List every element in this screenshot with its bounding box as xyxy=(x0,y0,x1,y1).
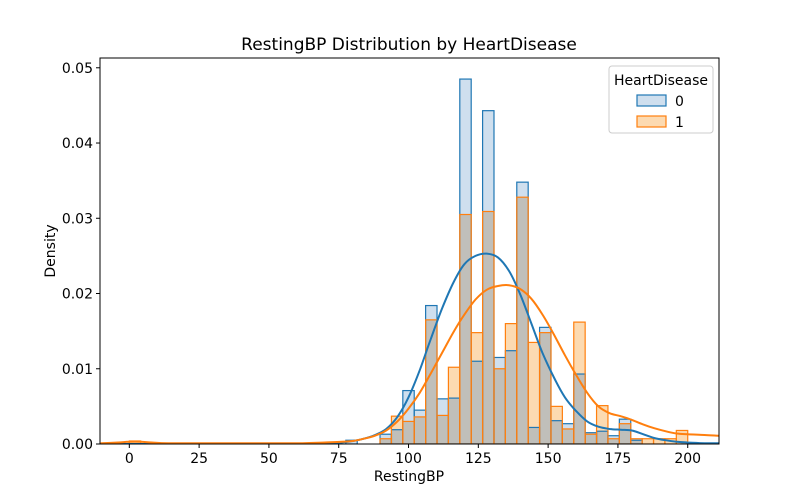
bar-fill-hd0 xyxy=(516,182,529,198)
bar-overlap-fill xyxy=(471,361,483,444)
y-tick-label: 0.03 xyxy=(62,211,93,227)
x-axis-ticks: 0 25 50 75 100 125 150 175 200 xyxy=(125,444,701,467)
chart-title: RestingBP Distribution by HeartDisease xyxy=(241,35,577,55)
x-tick-label: 125 xyxy=(465,451,492,467)
bar-overlap-fill xyxy=(414,416,426,444)
bar-overlap-fill xyxy=(550,420,563,444)
bar-outline-hd1 xyxy=(595,405,609,444)
bar-outline-hd1 xyxy=(459,213,472,444)
bar-outline-hd1 xyxy=(550,405,563,444)
x-tick-label: 25 xyxy=(190,451,208,467)
x-tick-label: 200 xyxy=(674,451,701,467)
bar-fill-hd1 xyxy=(642,438,654,444)
y-axis-label: Density xyxy=(43,224,59,277)
bar-overlap-fill xyxy=(425,319,438,444)
bar-fill-hd1 xyxy=(630,438,643,441)
bar-overlap-fill xyxy=(539,332,551,444)
bar-overlap-fill xyxy=(402,421,415,444)
bar-overlap-fill xyxy=(630,440,643,444)
bar-fill-hd0 xyxy=(482,110,494,212)
bar-fill-hd1 xyxy=(676,430,688,444)
bar-fill-hd1 xyxy=(528,342,540,428)
y-tick-label: 0.04 xyxy=(62,136,93,152)
bar-overlap-fill xyxy=(459,214,472,444)
legend: HeartDisease 0 1 xyxy=(608,65,714,134)
bar-fill-hd0 xyxy=(619,419,631,424)
bar-fill-hd0 xyxy=(493,357,506,369)
bar-fill-hd0 xyxy=(539,327,551,333)
bar-overlap-fill xyxy=(596,431,608,444)
bar-overlap-fill xyxy=(562,428,574,444)
y-axis-ticks: 0.00 0.01 0.02 0.03 0.04 0.05 xyxy=(62,61,100,453)
bar-fill-hd1 xyxy=(448,367,460,399)
x-tick-label: 100 xyxy=(395,451,422,467)
x-tick-label: 0 xyxy=(125,451,134,467)
x-axis-label: RestingBP xyxy=(374,469,444,485)
bar-overlap-fill xyxy=(437,415,449,444)
bar-fill-hd0 xyxy=(437,398,449,416)
bar-overlap-fill xyxy=(573,374,586,444)
bar-overlap-fill xyxy=(619,423,631,444)
legend-label-0: 0 xyxy=(675,94,684,110)
histogram-bars xyxy=(128,78,689,444)
bar-overlap-fill xyxy=(585,434,597,444)
kde-curves xyxy=(100,252,719,444)
bar-outline-hd1 xyxy=(675,429,689,444)
bar-fill-hd0 xyxy=(414,410,426,417)
y-tick-label: 0.05 xyxy=(62,61,93,77)
bar-fill-hd1 xyxy=(653,438,665,444)
legend-swatch-1 xyxy=(636,115,667,128)
bar-fill-hd0 xyxy=(380,434,392,439)
bar-fill-hd0 xyxy=(607,435,620,439)
bar-fill-hd0 xyxy=(402,390,415,422)
bar-fill-hd0 xyxy=(585,432,597,435)
bar-overlap-fill xyxy=(493,368,506,444)
x-tick-label: 75 xyxy=(330,451,348,467)
bar-outline-hd1 xyxy=(538,332,552,444)
legend-title: HeartDisease xyxy=(614,73,708,89)
kde-curve-hd1 xyxy=(100,284,719,444)
bar-overlap-fill xyxy=(607,438,620,444)
axes-spines xyxy=(99,57,720,445)
x-tick-label: 150 xyxy=(535,451,562,467)
bar-overlap-fill xyxy=(380,438,392,444)
bar-fill-hd0 xyxy=(562,423,574,429)
y-tick-label: 0.00 xyxy=(62,437,93,453)
bar-overlap-fill xyxy=(528,427,540,444)
bar-fill-hd1 xyxy=(573,322,586,375)
bar-fill-hd0 xyxy=(459,79,472,215)
x-tick-label: 175 xyxy=(605,451,632,467)
bar-overlap-fill xyxy=(391,429,403,444)
bar-overlap-fill xyxy=(448,398,460,444)
bar-outline-hd1 xyxy=(516,196,529,444)
bar-overlap-fill xyxy=(482,211,494,444)
bar-overlap-fill xyxy=(505,350,517,444)
y-tick-label: 0.02 xyxy=(62,287,93,303)
bar-fill-hd1 xyxy=(550,406,563,421)
x-tick-label: 50 xyxy=(260,451,278,467)
bar-fill-hd1 xyxy=(505,323,517,351)
bar-fill-hd1 xyxy=(596,405,608,432)
bar-outline-hd1 xyxy=(481,210,495,444)
legend-swatch-0 xyxy=(636,94,667,107)
legend-label-1: 1 xyxy=(675,115,684,131)
bar-overlap-fill xyxy=(516,197,529,444)
y-tick-label: 0.01 xyxy=(62,362,93,378)
bar-fill-hd1 xyxy=(471,332,483,362)
bar-fill-hd0 xyxy=(425,305,438,320)
